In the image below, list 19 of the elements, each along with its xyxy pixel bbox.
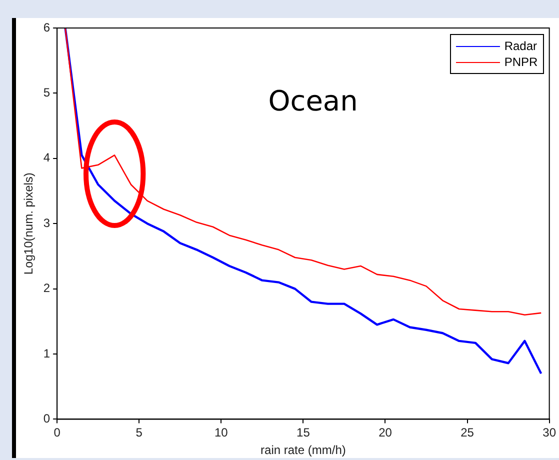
legend-label: PNPR [504,55,538,69]
y-tick-label: 3 [43,216,50,230]
x-tick-label: 25 [460,426,474,440]
x-tick-label: 5 [136,426,143,440]
x-tick-label: 0 [54,426,61,440]
y-tick-label: 6 [43,20,50,34]
y-tick-label: 0 [43,412,50,426]
y-tick-label: 1 [43,346,50,360]
y-tick-label: 5 [43,86,50,100]
y-tick-label: 2 [43,281,50,296]
x-tick-label: 20 [378,426,392,440]
x-tick-label: 10 [214,426,228,440]
legend-label: Radar [504,39,537,53]
y-tick-label: 4 [43,150,50,165]
annotation: Ocean [268,84,358,118]
x-axis-title: rain rate (mm/h) [260,443,346,458]
y-axis-title: Log10(num. pixels) [22,172,36,275]
x-tick-label: 30 [542,426,556,440]
x-tick-label: 15 [296,426,310,440]
